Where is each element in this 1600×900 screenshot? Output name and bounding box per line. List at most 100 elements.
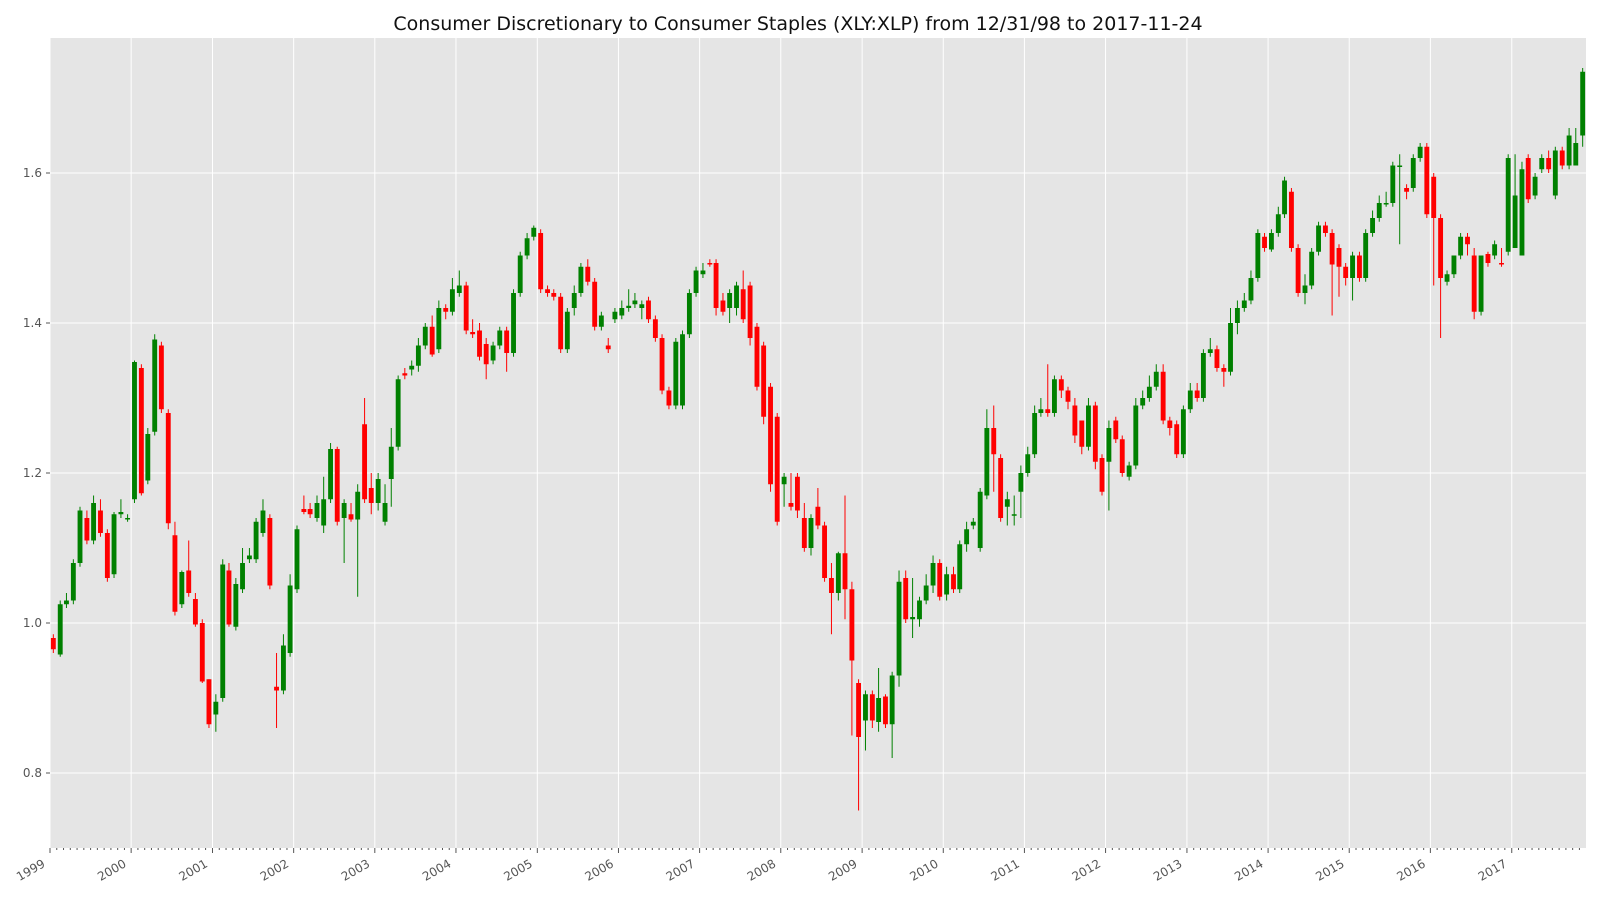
x-tick-label: 2008 <box>745 856 778 883</box>
candle-body <box>1329 233 1335 265</box>
candle-body <box>626 305 632 308</box>
candle-body <box>1228 323 1233 372</box>
candle-body <box>734 285 739 308</box>
x-tick-label: 2013 <box>1151 856 1184 883</box>
candle-body <box>1167 420 1173 428</box>
candle-body <box>815 506 821 526</box>
x-tick-label: 2010 <box>907 856 940 883</box>
candle-body <box>801 518 807 548</box>
candle-body <box>1580 71 1586 136</box>
candle-body <box>1051 379 1057 413</box>
candle-body <box>693 270 699 293</box>
candle-body <box>1451 255 1457 275</box>
candle-body <box>700 270 706 275</box>
candle-body <box>1153 371 1159 387</box>
candle-body <box>713 263 719 308</box>
x-tick-label: 2011 <box>988 856 1021 883</box>
candle-body <box>504 330 510 353</box>
x-tick-label: 2015 <box>1313 856 1346 883</box>
candle-body <box>443 308 449 312</box>
candle-body <box>1146 386 1152 398</box>
candle-body <box>1262 236 1267 248</box>
candle-body <box>585 266 591 282</box>
candle-body <box>375 479 381 503</box>
candle-body <box>1343 266 1349 278</box>
candle-body <box>923 585 929 601</box>
candle-body <box>1275 214 1281 233</box>
candle-body <box>334 449 340 522</box>
candle-body <box>1018 473 1024 492</box>
candle-body <box>355 491 361 520</box>
candle-body <box>362 424 368 500</box>
chart-title: Consumer Discretionary to Consumer Stapl… <box>393 13 1202 35</box>
candle-body <box>138 368 144 494</box>
candle-body <box>429 326 435 355</box>
candle-body <box>970 521 976 526</box>
candle-body <box>876 698 882 722</box>
candle-body <box>917 600 922 620</box>
plot-area <box>50 38 1586 848</box>
candle-body <box>984 428 990 496</box>
candle-body <box>545 289 550 293</box>
candle-body <box>490 345 496 361</box>
candle-body <box>409 365 415 370</box>
candle-body <box>1133 405 1139 466</box>
candle-body <box>463 285 469 331</box>
candle-body <box>280 645 286 691</box>
candle-body <box>1194 390 1200 398</box>
candle-body <box>1106 428 1112 462</box>
candle-body <box>1255 233 1261 278</box>
candle-body <box>1499 263 1504 265</box>
candle-body <box>1180 409 1186 455</box>
candle-body <box>707 263 713 265</box>
y-tick-label: 0.8 <box>23 766 42 780</box>
candle-body <box>477 330 482 357</box>
x-tick-label: 2012 <box>1070 856 1103 883</box>
candle-body <box>1038 409 1044 413</box>
candle-body <box>998 458 1004 518</box>
candle-body <box>1370 218 1376 233</box>
candle-body <box>686 293 692 335</box>
candle-body <box>1546 158 1552 170</box>
candle-body <box>849 589 855 661</box>
candle-body <box>822 525 827 578</box>
candle-body <box>1566 135 1572 166</box>
candle-body <box>104 533 110 578</box>
x-tick-label: 2000 <box>95 856 128 883</box>
x-tick-label: 2014 <box>1232 856 1265 883</box>
candle-body <box>794 476 800 511</box>
y-tick-label: 1.2 <box>23 466 42 480</box>
candle-body <box>253 521 259 560</box>
candle-body <box>165 413 171 524</box>
candle-body <box>274 686 279 691</box>
candle-body <box>564 311 570 350</box>
candle-body <box>301 509 307 512</box>
candle-body <box>511 293 516 353</box>
candle-body <box>829 578 834 593</box>
y-tick-label: 1.6 <box>23 166 42 180</box>
candle-body <box>321 499 327 526</box>
candle-body <box>132 362 137 500</box>
candle-body <box>652 319 658 338</box>
x-tick-label: 2016 <box>1394 856 1427 883</box>
candle-body <box>64 600 69 605</box>
candle-body <box>1234 308 1240 323</box>
candle-body <box>1288 191 1294 248</box>
candle-body <box>605 345 611 350</box>
candle-body <box>1519 169 1525 256</box>
candle-body <box>1336 248 1342 267</box>
candle-body <box>1295 248 1301 293</box>
candle-body <box>531 227 537 237</box>
candle-body <box>1221 368 1227 372</box>
candle-body <box>863 694 868 721</box>
candle-body <box>91 503 97 541</box>
candle-body <box>388 446 394 479</box>
candle-body <box>632 300 638 305</box>
candle-body <box>50 638 56 650</box>
candle-body <box>233 584 239 627</box>
candle-body <box>497 330 503 346</box>
candle-body <box>957 544 963 590</box>
candle-body <box>1119 439 1125 473</box>
candle-body <box>348 514 354 520</box>
